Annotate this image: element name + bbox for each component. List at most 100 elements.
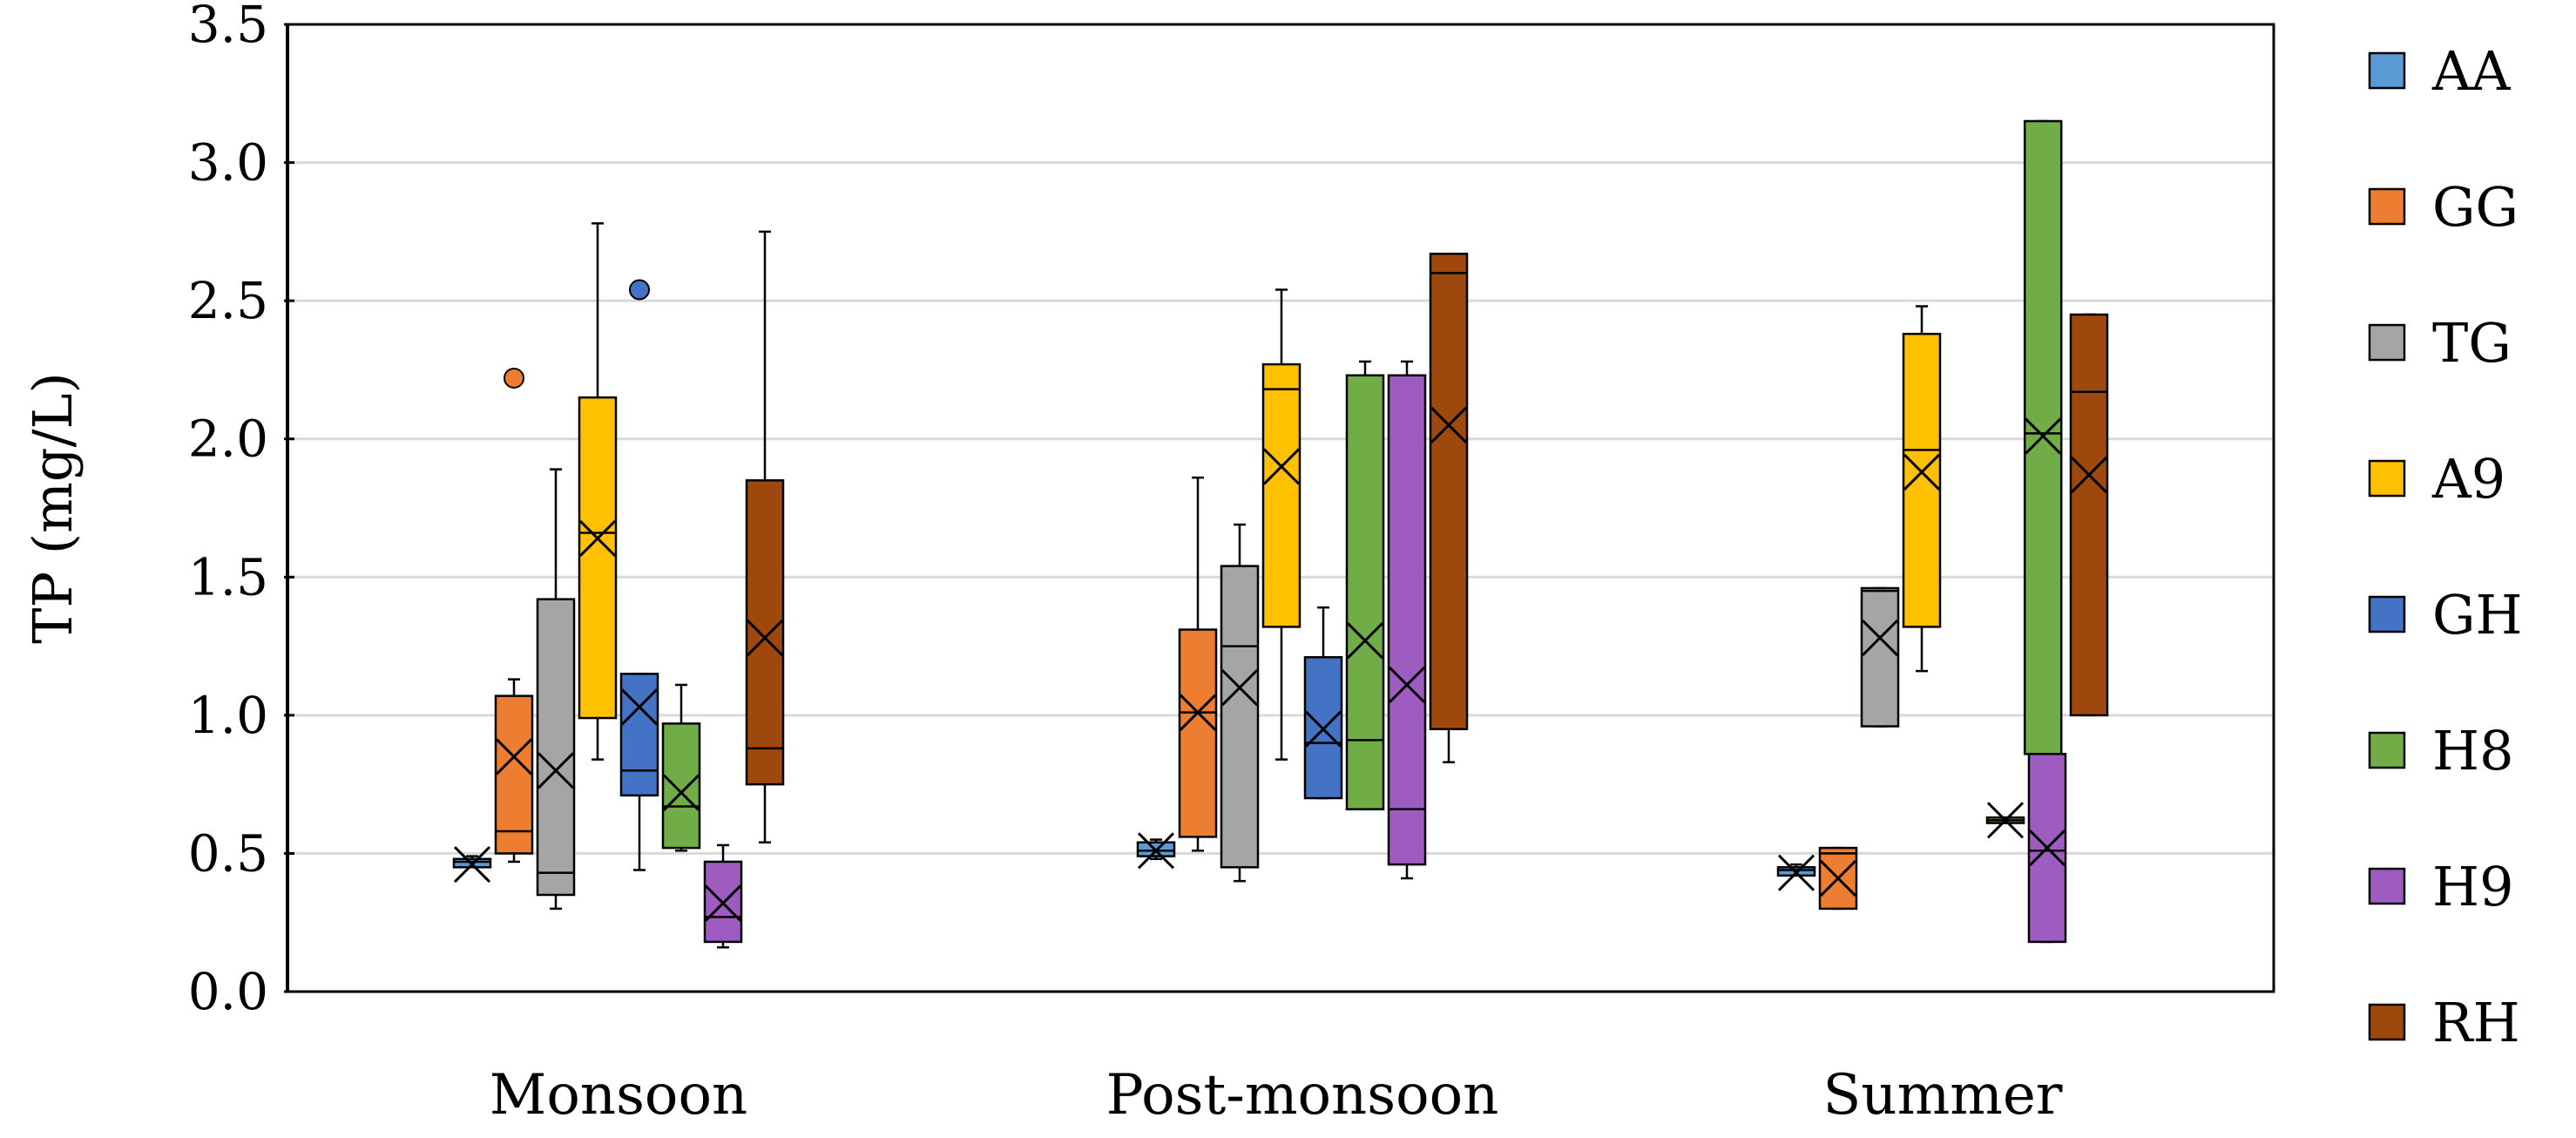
box-tg-summer: [1860, 586, 1900, 728]
legend-label: GG: [2432, 175, 2519, 239]
legend-item-gh: GH: [2368, 583, 2523, 647]
box-rh-monsoon: [745, 230, 785, 843]
mean-marker: [704, 884, 742, 922]
box-h8-post-monsoon: [1345, 360, 1385, 810]
box-plot-area: [452, 119, 2109, 949]
x-category-label: Monsoon: [490, 1063, 747, 1128]
legend-label: RH: [2432, 991, 2520, 1054]
legend-swatch: [2368, 1003, 2406, 1041]
legend-label: H9: [2432, 855, 2514, 918]
box-aa-monsoon: [452, 846, 492, 884]
y-tick-label: 0.0: [188, 962, 268, 1021]
mean-marker: [1819, 859, 1857, 898]
legend-label: GH: [2432, 583, 2523, 647]
x-category-label: Summer: [1823, 1063, 2063, 1128]
y-tick-label: 2.5: [188, 271, 268, 330]
box-body: [1345, 374, 1385, 810]
legend-item-aa: AA: [2368, 39, 2512, 103]
legend-label: H8: [2432, 719, 2514, 782]
box-h8-summer: [1985, 802, 2025, 839]
legend-item-gg: GG: [2368, 175, 2519, 239]
y-tick-label: 3.0: [188, 133, 268, 193]
box-a9-monsoon: [578, 222, 618, 761]
legend-swatch: [2368, 731, 2406, 769]
legend-swatch: [2368, 51, 2406, 90]
y-axis: 0.0 0.5 1.0 1.5 2.0 2.5 3.0 3.5: [188, 0, 294, 1021]
box-a9-post-monsoon: [1261, 288, 1302, 761]
box-body: [661, 722, 701, 850]
x-category-label: Post-monsoon: [1106, 1063, 1499, 1128]
legend-item-a9: A9: [2368, 447, 2505, 511]
box-body: [1429, 252, 1469, 730]
box-body: [1902, 332, 1942, 628]
legend-swatch: [2368, 187, 2406, 226]
mean-marker: [1986, 802, 2025, 839]
box-h9-summer: [2027, 753, 2067, 944]
box-gg-summer: [1818, 846, 1858, 911]
box-body: [494, 694, 534, 855]
legend-item-tg: TG: [2368, 311, 2512, 375]
mean-marker: [2028, 830, 2066, 867]
legend-label: TG: [2432, 311, 2512, 375]
box-body: [1178, 628, 1218, 838]
legend: AA GG TG A9 GH H8 H9 RH: [2368, 39, 2523, 1054]
box-body: [703, 860, 743, 944]
box-body: [1220, 565, 1260, 869]
x-axis-categories: Monsoon Post-monsoon Summer: [490, 1063, 2063, 1128]
y-tick-label: 1.5: [188, 547, 268, 606]
legend-swatch: [2368, 323, 2406, 362]
box-h8-summer: [2023, 119, 2063, 755]
legend-item-h8: H8: [2368, 719, 2514, 782]
y-tick-label: 1.0: [188, 686, 268, 745]
mean-marker: [453, 846, 491, 884]
box-body: [536, 598, 576, 897]
box-h9-post-monsoon: [1387, 360, 1427, 880]
outlier-point: [629, 279, 650, 301]
y-axis-title: TP (mg/L): [21, 372, 85, 644]
mean-marker: [1220, 669, 1259, 707]
mean-marker: [1262, 448, 1301, 485]
box-rh-summer: [2069, 313, 2109, 717]
y-tick-label: 0.5: [188, 823, 268, 883]
legend-swatch: [2368, 459, 2406, 498]
box-aa-summer: [1776, 854, 1816, 891]
outlier-point: [504, 367, 524, 389]
mean-marker: [2025, 417, 2062, 455]
legend-item-h9: H9: [2368, 855, 2514, 918]
mean-marker: [662, 774, 700, 811]
mean-marker: [1346, 622, 1384, 660]
legend-label: AA: [2431, 39, 2512, 103]
legend-item-rh: RH: [2368, 991, 2520, 1054]
box-tg-monsoon: [536, 468, 576, 911]
mean-marker: [1179, 694, 1217, 731]
box-tg-post-monsoon: [1220, 523, 1260, 883]
box-h9-monsoon: [703, 843, 743, 949]
mean-marker: [1430, 406, 1468, 444]
box-a9-summer: [1902, 305, 1942, 673]
mean-marker: [495, 738, 533, 776]
box-body: [1387, 374, 1427, 866]
legend-swatch: [2368, 867, 2406, 905]
mean-marker: [1903, 453, 1941, 491]
mean-marker: [537, 752, 575, 789]
box-body: [2069, 313, 2109, 717]
legend-label: A9: [2431, 447, 2505, 511]
mean-marker: [746, 619, 784, 657]
box-body: [619, 673, 659, 797]
box-body: [1261, 362, 1302, 628]
y-tick-label: 3.5: [188, 0, 268, 54]
box-gg-monsoon: [494, 367, 534, 864]
mean-marker: [2070, 456, 2108, 494]
box-gh-post-monsoon: [1303, 606, 1343, 800]
mean-marker: [1388, 666, 1426, 704]
box-body: [578, 396, 618, 720]
box-body: [745, 479, 785, 786]
mean-marker: [578, 519, 617, 557]
mean-marker: [1304, 710, 1342, 748]
mean-marker: [620, 688, 659, 726]
y-tick-label: 2.0: [188, 410, 268, 469]
box-body: [1860, 586, 1900, 728]
box-gg-post-monsoon: [1178, 476, 1218, 852]
mean-marker: [1137, 832, 1175, 870]
